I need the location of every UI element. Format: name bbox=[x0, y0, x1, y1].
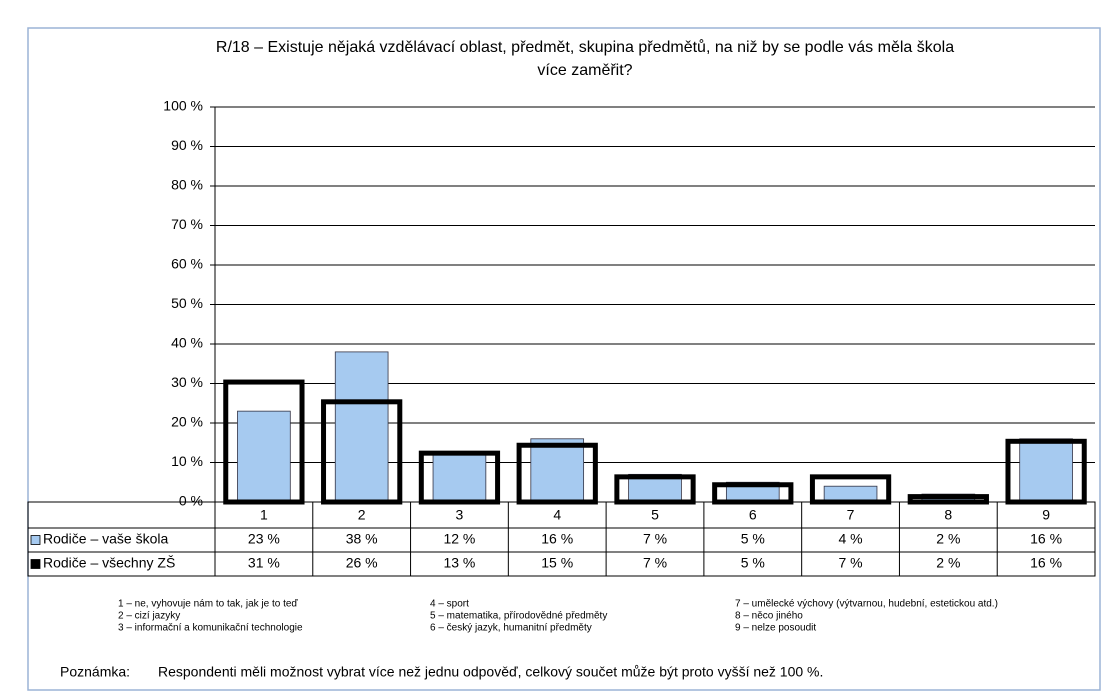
data-label: 38 % bbox=[346, 531, 378, 547]
data-label: 12 % bbox=[443, 531, 475, 547]
y-tick-label: 50 % bbox=[171, 295, 203, 311]
data-label: 2 % bbox=[936, 555, 960, 571]
x-tick-label: 9 bbox=[1042, 507, 1050, 523]
data-label: 5 % bbox=[741, 531, 765, 547]
data-label: 7 % bbox=[643, 531, 667, 547]
bar-outline bbox=[516, 442, 598, 505]
data-label: 26 % bbox=[346, 555, 378, 571]
y-tick-label: 70 % bbox=[171, 216, 203, 232]
key-item: 4 – sport bbox=[430, 599, 469, 610]
bar bbox=[1019, 438, 1073, 503]
y-tick-label: 0 % bbox=[179, 493, 203, 509]
data-label: 23 % bbox=[248, 531, 280, 547]
note-label: Poznámka: bbox=[60, 664, 130, 680]
legend-swatch bbox=[30, 535, 41, 545]
legend-label: Rodiče – vaše škola bbox=[43, 531, 169, 547]
legend-label: Rodiče – všechny ZŠ bbox=[43, 555, 175, 571]
chart-title: R/18 – Existuje nějaká vzdělávací oblast… bbox=[216, 38, 954, 56]
y-tick-label: 30 % bbox=[171, 374, 203, 390]
bar-outline bbox=[614, 474, 696, 505]
bar bbox=[334, 351, 389, 503]
bar-outline bbox=[907, 494, 989, 505]
x-tick-label: 6 bbox=[749, 507, 757, 523]
key-item: 6 – český jazyk, humanitní předměty bbox=[430, 623, 592, 634]
chart-title: více zaměřit? bbox=[537, 62, 632, 79]
y-tick-label: 90 % bbox=[171, 137, 203, 153]
y-tick-label: 20 % bbox=[171, 414, 203, 430]
x-tick-label: 1 bbox=[260, 507, 268, 523]
bar-outline bbox=[1005, 438, 1087, 505]
data-label: 7 % bbox=[643, 555, 667, 571]
y-tick-label: 40 % bbox=[171, 335, 203, 351]
bar-outline bbox=[223, 379, 305, 505]
data-label: 2 % bbox=[936, 531, 960, 547]
x-tick-label: 8 bbox=[944, 507, 952, 523]
bar-outline bbox=[712, 482, 794, 505]
bar-outline bbox=[418, 450, 501, 505]
key-item: 2 – cizí jazyky bbox=[118, 611, 180, 622]
bar bbox=[530, 438, 585, 503]
bar-outline bbox=[809, 474, 892, 505]
data-label: 7 % bbox=[838, 555, 862, 571]
data-label: 4 % bbox=[838, 531, 862, 547]
data-label: 31 % bbox=[248, 555, 280, 571]
data-label: 16 % bbox=[541, 531, 573, 547]
y-tick-label: 100 % bbox=[163, 98, 203, 114]
key-item: 1 – ne, vyhovuje nám to tak, jak je to t… bbox=[118, 599, 298, 610]
data-label: 13 % bbox=[443, 555, 475, 571]
key-item: 3 – informační a komunikační technologie bbox=[118, 623, 303, 634]
note-text: Respondenti měli možnost vybrat více než… bbox=[158, 664, 823, 680]
key-item: 5 – matematika, přírodovědné předměty bbox=[430, 611, 607, 622]
frame bbox=[27, 27, 1101, 691]
data-label: 15 % bbox=[541, 555, 573, 571]
x-tick-label: 3 bbox=[456, 507, 464, 523]
y-tick-label: 60 % bbox=[171, 256, 203, 272]
x-tick-label: 4 bbox=[553, 507, 561, 523]
key-item: 8 – něco jiného bbox=[735, 611, 803, 622]
x-tick-label: 2 bbox=[358, 507, 366, 523]
data-label: 16 % bbox=[1030, 531, 1062, 547]
y-tick-label: 10 % bbox=[171, 453, 203, 469]
y-tick-label: 80 % bbox=[171, 177, 203, 193]
data-label: 5 % bbox=[741, 555, 765, 571]
key-item: 7 – umělecké výchovy (výtvarnou, hudební… bbox=[735, 599, 998, 610]
x-tick-label: 5 bbox=[651, 507, 659, 523]
data-label: 16 % bbox=[1030, 555, 1062, 571]
legend-swatch bbox=[30, 559, 41, 569]
bar bbox=[432, 454, 487, 503]
key-item: 9 – nelze posoudit bbox=[735, 623, 816, 634]
bar bbox=[237, 410, 291, 503]
x-tick-label: 7 bbox=[847, 507, 855, 523]
bar-outline bbox=[321, 399, 403, 505]
